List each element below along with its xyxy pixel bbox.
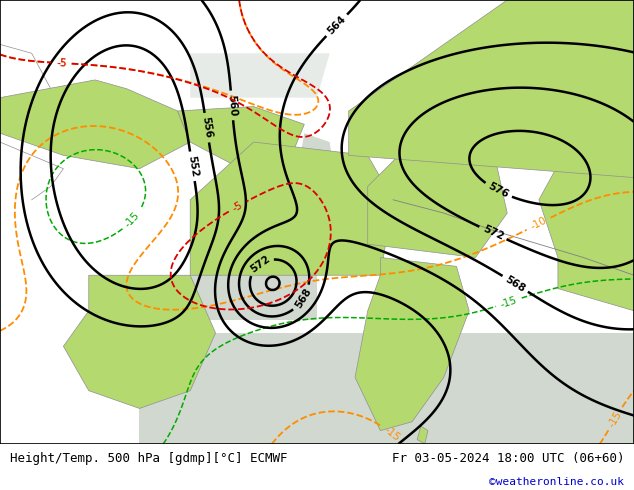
Text: 564: 564 [325, 14, 348, 37]
Polygon shape [190, 275, 317, 319]
Text: 568: 568 [293, 287, 313, 310]
Text: 572: 572 [481, 224, 505, 242]
Text: 556: 556 [200, 116, 214, 139]
Text: -15: -15 [607, 409, 624, 429]
Polygon shape [190, 53, 330, 98]
Text: Fr 03-05-2024 18:00 UTC (06+60): Fr 03-05-2024 18:00 UTC (06+60) [392, 452, 624, 465]
Polygon shape [0, 80, 190, 169]
Polygon shape [63, 275, 216, 409]
Text: -15: -15 [499, 295, 519, 310]
Text: -15: -15 [382, 425, 402, 443]
Text: -5: -5 [56, 58, 67, 69]
Text: ©weatheronline.co.uk: ©weatheronline.co.uk [489, 477, 624, 487]
Polygon shape [368, 142, 507, 257]
Text: 552: 552 [186, 155, 199, 178]
Text: 560: 560 [226, 94, 238, 117]
Text: -15: -15 [123, 210, 142, 229]
Polygon shape [298, 133, 336, 213]
Polygon shape [539, 142, 634, 311]
Text: 576: 576 [486, 181, 510, 200]
Polygon shape [190, 142, 393, 275]
Text: 572: 572 [248, 254, 272, 275]
Polygon shape [355, 257, 469, 431]
Text: -10: -10 [529, 216, 548, 232]
Polygon shape [349, 0, 634, 177]
Polygon shape [417, 426, 428, 444]
Text: 568: 568 [503, 274, 527, 294]
Polygon shape [178, 106, 304, 169]
Text: Height/Temp. 500 hPa [gdmp][°C] ECMWF: Height/Temp. 500 hPa [gdmp][°C] ECMWF [10, 452, 287, 465]
Text: -5: -5 [231, 199, 245, 213]
Text: -5: -5 [56, 58, 67, 68]
Polygon shape [139, 333, 634, 444]
Polygon shape [95, 275, 165, 373]
